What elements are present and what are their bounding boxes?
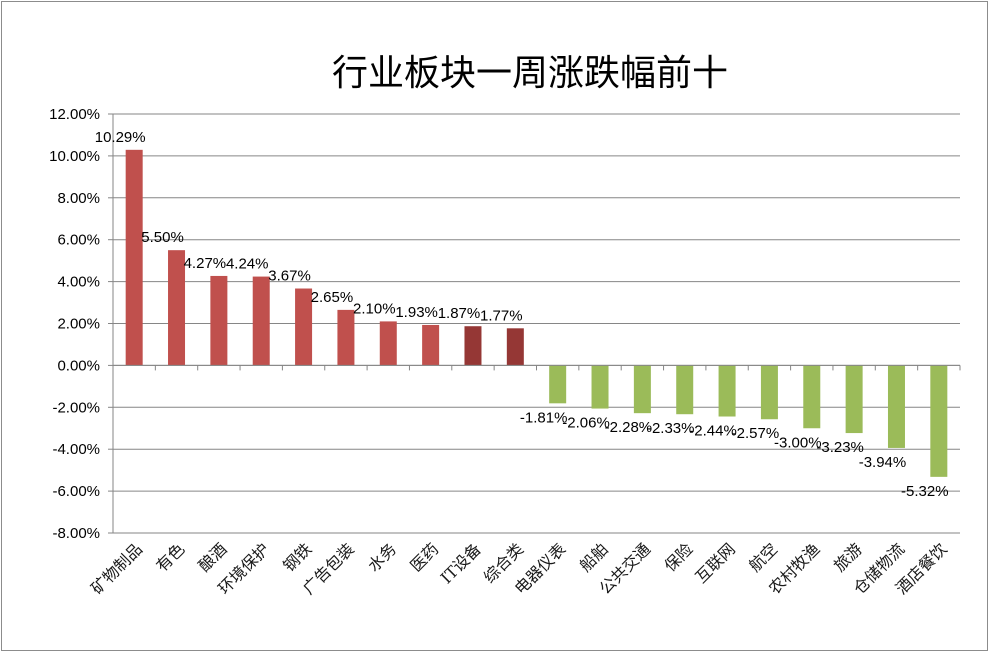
x-axis-ticks: 矿物制品 有色 酿酒环境保护 钢铁广告包装 水务 医药IT设备综合类电器仪表 船舶公共交通保…	[87, 539, 950, 598]
data-label: 1.93%	[395, 304, 438, 321]
x-tick-label: 钢铁	[279, 539, 315, 575]
x-tick-label: 船舶	[576, 539, 612, 575]
y-tick-label: -8.00%	[52, 525, 100, 542]
bar	[210, 275, 228, 366]
data-label: 5.50%	[141, 229, 184, 246]
bar	[676, 365, 694, 415]
data-label: 1.87%	[438, 305, 481, 322]
data-label: -2.44%	[689, 423, 737, 440]
y-axis-ticks: -8.00% -6.00% -4.00% -2.00% 0.00% 2.00% 4.00% 6…	[49, 106, 100, 542]
y-tick-label: -4.00%	[52, 441, 100, 458]
chart-title: 行业板块一周涨跌幅前十	[331, 53, 728, 94]
bar	[464, 326, 482, 366]
bar	[168, 250, 186, 366]
data-label: 10.29%	[95, 129, 146, 146]
bar	[549, 365, 567, 404]
bar	[591, 365, 609, 409]
y-tick-label: 12.00%	[49, 106, 100, 123]
bar	[379, 321, 397, 366]
data-label: 2.65%	[311, 289, 354, 306]
x-tick-label: 酿酒	[195, 539, 231, 575]
y-tick-label: 10.00%	[49, 148, 100, 165]
data-label: 4.24%	[226, 256, 269, 273]
bar	[930, 365, 948, 477]
data-labels: 10.29% 5.50%4.27% 4.24%3.67%2.65%2.10% 1.93…	[95, 129, 949, 500]
y-tick-label: 0.00%	[57, 357, 100, 374]
x-tick-label: 互联网	[692, 539, 739, 586]
gridlines	[113, 113, 960, 534]
y-tick-label: 8.00%	[57, 190, 100, 207]
data-label: -1.81%	[520, 409, 568, 426]
x-tick-label: 水务	[364, 539, 400, 575]
y-tick-label: -2.00%	[52, 399, 100, 416]
data-label: 3.67%	[268, 268, 311, 285]
x-tick-label: IT设备	[437, 539, 485, 587]
data-label: 4.27%	[184, 255, 227, 272]
x-tick-label: 矿物制品	[87, 539, 146, 598]
x-tick-label: 医药	[406, 539, 442, 575]
bar	[887, 365, 905, 448]
data-label: 1.77%	[480, 307, 523, 324]
bar	[337, 309, 355, 366]
bar	[422, 324, 440, 366]
x-tick-label: 旅游	[830, 539, 866, 575]
bar	[295, 288, 313, 366]
data-label: -2.33%	[647, 420, 695, 437]
axes	[108, 113, 961, 534]
data-label: -3.00%	[774, 434, 822, 451]
data-label: -3.23%	[816, 439, 864, 456]
x-tick-label: 航空	[745, 539, 781, 575]
y-tick-label: 2.00%	[57, 316, 100, 333]
bar	[760, 365, 778, 420]
data-label: -3.94%	[859, 454, 907, 471]
y-tick-label: -6.00%	[52, 483, 100, 500]
data-label: -5.32%	[901, 483, 949, 500]
x-tick-label: 有色	[152, 539, 188, 575]
bars	[125, 149, 948, 477]
y-tick-label: 6.00%	[57, 232, 100, 249]
bar	[252, 276, 270, 366]
data-label: -2.06%	[562, 415, 610, 432]
bar	[125, 149, 143, 366]
data-label: -2.57%	[732, 425, 780, 442]
bar	[718, 365, 736, 417]
bar	[633, 365, 651, 414]
bar	[803, 365, 821, 429]
x-tick-label: 保险	[660, 539, 696, 575]
data-label: 2.10%	[353, 300, 396, 317]
y-tick-label: 4.00%	[57, 274, 100, 291]
bar	[845, 365, 863, 434]
bar	[506, 328, 524, 366]
data-label: -2.28%	[605, 419, 653, 436]
